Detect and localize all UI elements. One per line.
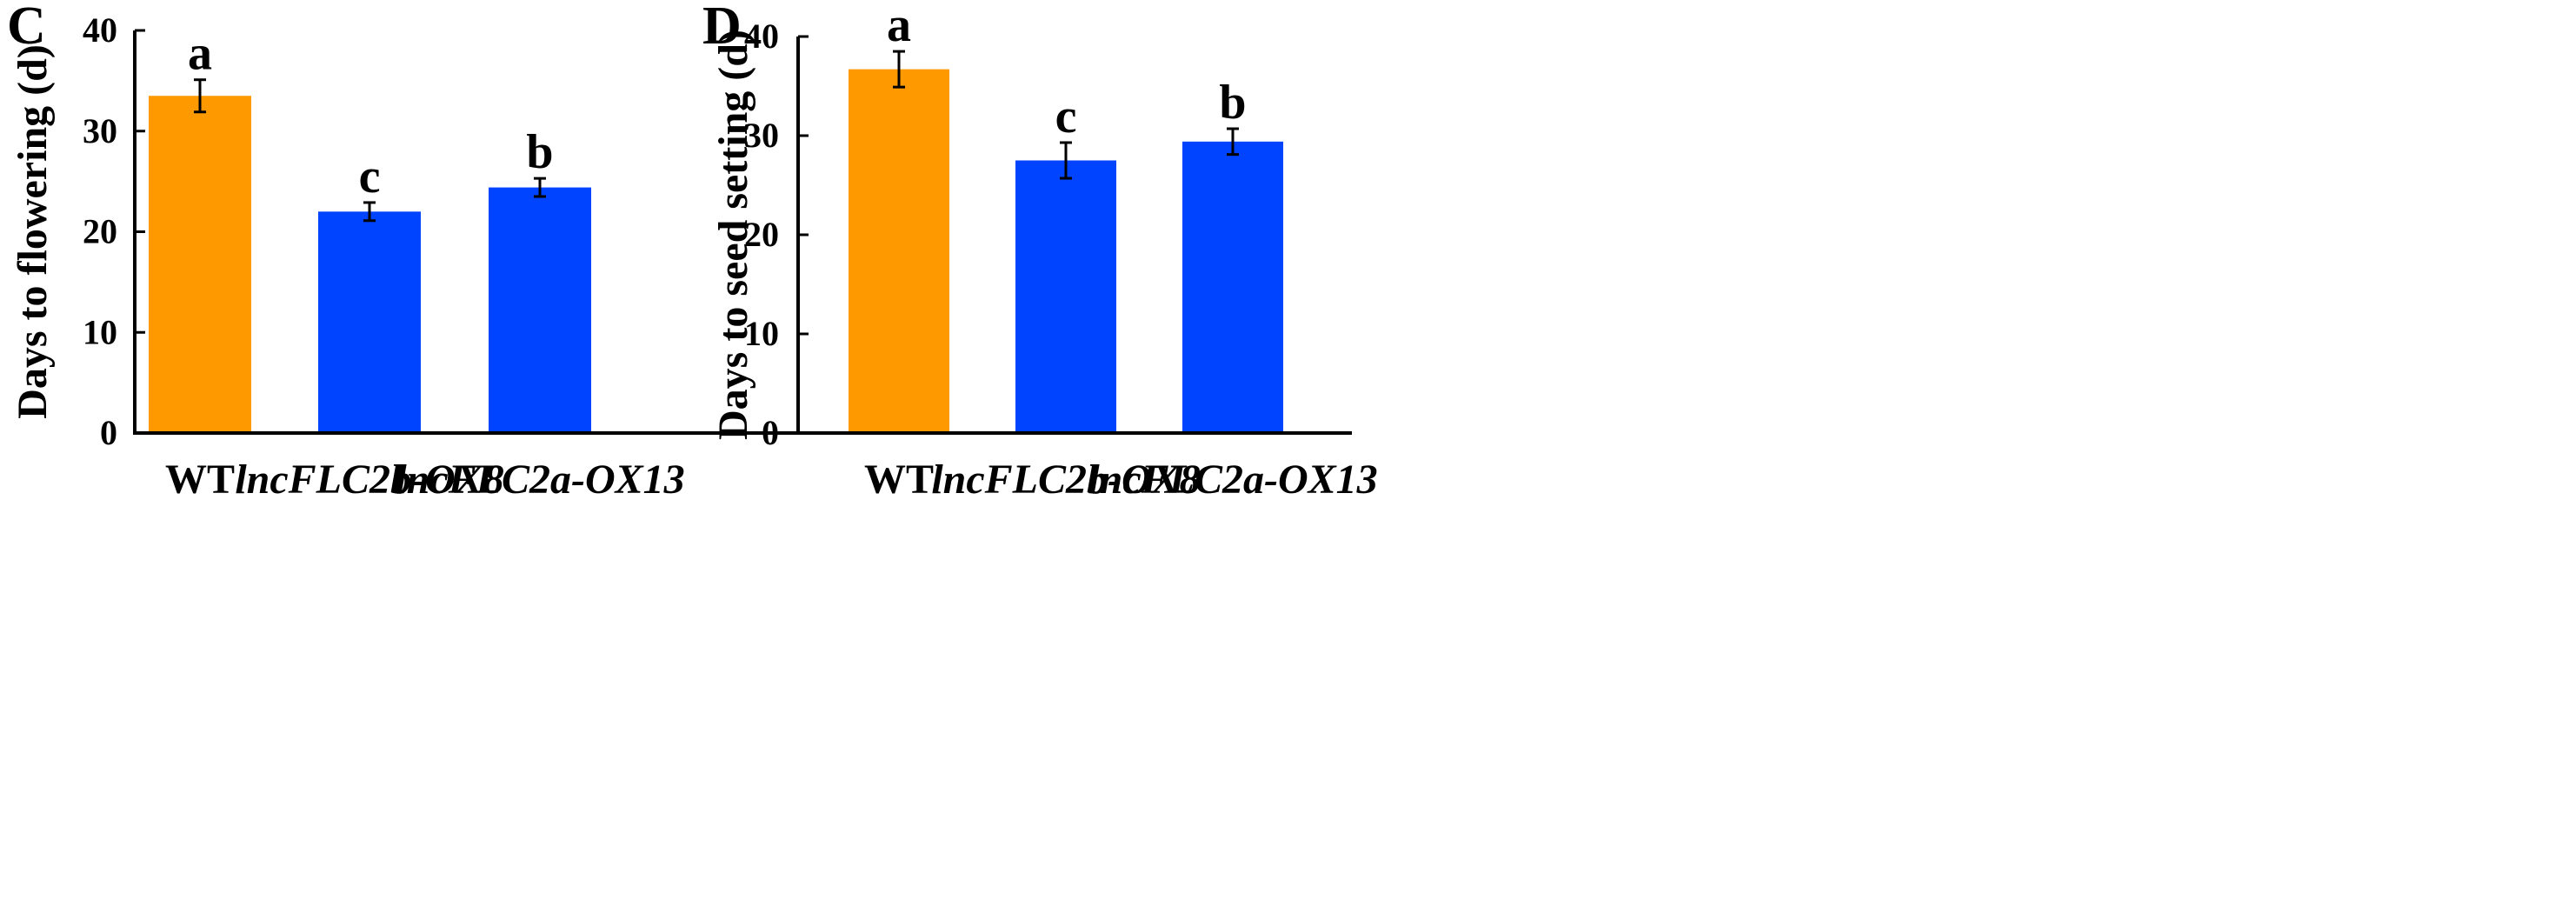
y-tick-label: 20 bbox=[744, 215, 779, 254]
significance-letter: b bbox=[1219, 76, 1246, 130]
bar-WT bbox=[149, 96, 251, 434]
y-tick-label: 0 bbox=[100, 413, 117, 452]
significance-letter: a bbox=[188, 27, 212, 81]
y-tick-label: 30 bbox=[83, 111, 117, 150]
y-tick-label: 30 bbox=[744, 116, 779, 155]
significance-letter: b bbox=[526, 125, 553, 179]
panel-letter: C bbox=[7, 0, 46, 56]
significance-letter: a bbox=[887, 0, 911, 52]
x-tick-label: lncFLC2a-OX13 bbox=[395, 456, 684, 503]
y-tick-label: 10 bbox=[83, 312, 117, 351]
bar-lncFLC2b-OX8 bbox=[1015, 160, 1116, 433]
y-tick-label: 10 bbox=[744, 314, 779, 353]
x-tick-label: WT bbox=[864, 456, 934, 503]
x-tick-label: lncFLC2b-OX8 bbox=[235, 456, 503, 503]
y-tick-label: 40 bbox=[83, 10, 117, 50]
significance-letter: c bbox=[359, 150, 381, 203]
y-tick-label: 0 bbox=[762, 413, 779, 452]
bar-lncFLC2b-OX8 bbox=[318, 211, 421, 433]
y-tick-label: 40 bbox=[744, 17, 779, 56]
x-tick-label: WT bbox=[165, 456, 235, 503]
panel-letter: D bbox=[702, 0, 742, 56]
bar-lncFLC2a-OX13 bbox=[489, 187, 591, 433]
y-axis-title: Days to seed setting (d) bbox=[710, 30, 756, 440]
bar-WT bbox=[849, 69, 949, 434]
bar-lncFLC2a-OX13 bbox=[1182, 141, 1283, 433]
significance-letter: c bbox=[1055, 90, 1077, 143]
x-tick-label: lncFLC2b-OX8 bbox=[931, 456, 1200, 503]
x-tick-label: lncFLC2a-OX13 bbox=[1088, 456, 1377, 503]
y-tick-label: 20 bbox=[83, 212, 117, 251]
y-axis-title: Days to flowering (d) bbox=[10, 44, 56, 419]
